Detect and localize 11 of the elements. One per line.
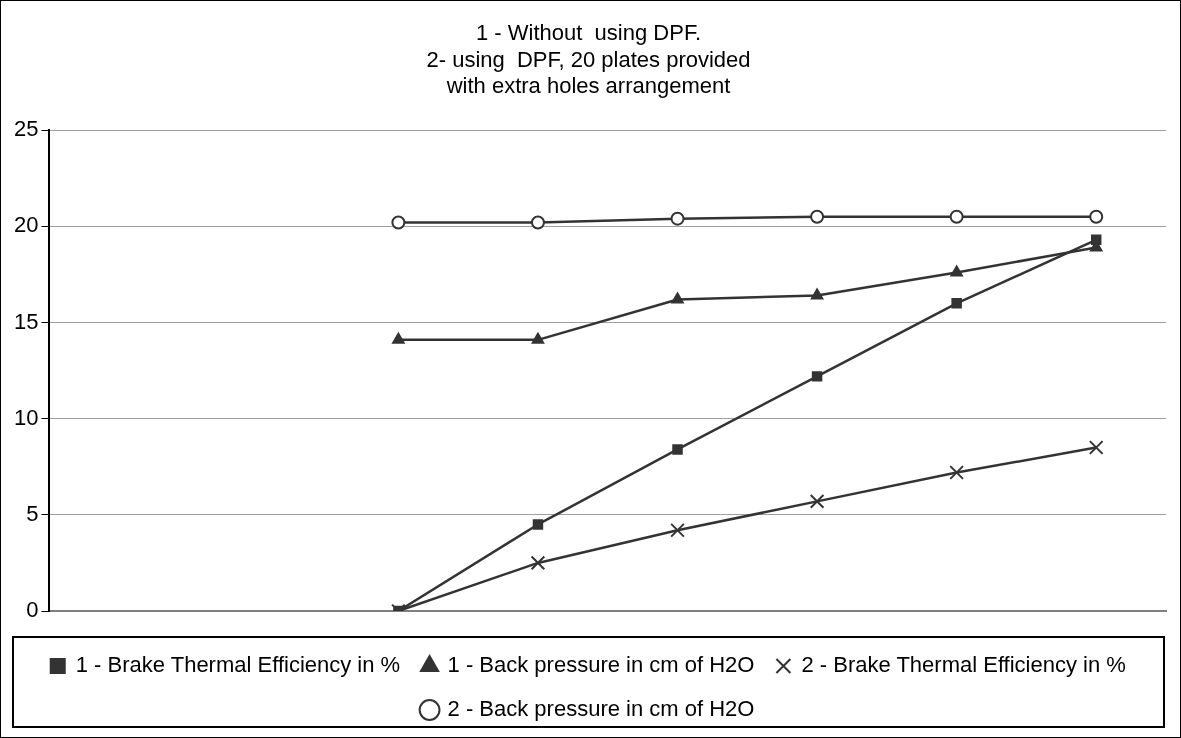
y-tick-label: 20 (13, 212, 39, 238)
y-tick-label: 15 (13, 308, 39, 334)
y-tick-label: 10 (13, 404, 39, 430)
legend-label: 2 - Back pressure in cm of H2O (447, 696, 755, 722)
chart-title: 1 - Without using DPF. 2- using DPF, 20 plates provided with extra holes arrangement (426, 20, 751, 99)
y-tick-label: 25 (13, 116, 39, 142)
legend-label: 2 - Brake Thermal Efficiency in % (801, 652, 1126, 678)
y-tick-label: 0 (26, 597, 39, 623)
y-tick-label: 5 (26, 500, 39, 526)
legend-label: 1 - Back pressure in cm of H2O (447, 652, 755, 678)
legend-label: 1 - Brake Thermal Efficiency in % (75, 652, 401, 678)
